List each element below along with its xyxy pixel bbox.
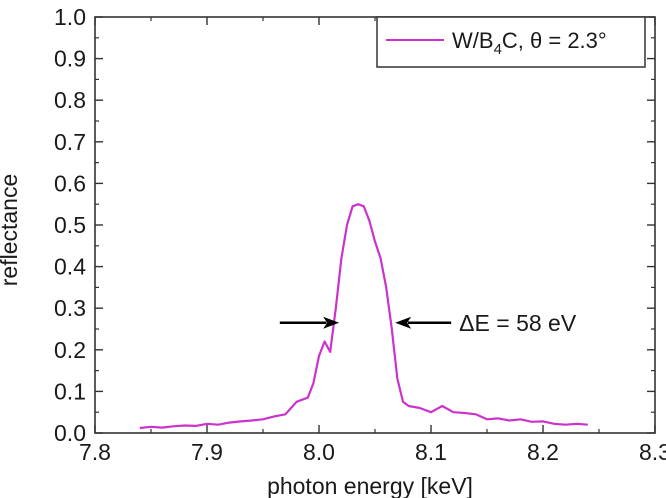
legend-label-rest: C, θ = 2.3°: [502, 28, 607, 53]
legend-label-subscript: 4: [494, 41, 502, 58]
y-tick-label: 0.1: [54, 378, 86, 404]
legend-label: W/B4C, θ = 2.3°: [452, 28, 607, 58]
right-arrow-head: [395, 316, 412, 329]
ticks: 7.8 7.9 8.0 8.1 8.2 8.3 0.0 0.1 0.2 0.3 0.4 0.5 0.6 0…: [54, 4, 666, 465]
legend-box: [376, 16, 646, 68]
x-tick-label: 8.3: [639, 439, 666, 465]
y-tick-label: 0.6: [54, 170, 86, 196]
y-tick-label: 0.3: [54, 295, 86, 321]
y-tick-label: 0.8: [54, 87, 86, 113]
legend: W/B4C, θ = 2.3°: [376, 16, 646, 68]
x-axis-title: photon energy [keV]: [267, 473, 473, 498]
y-axis-title: reflectance: [0, 174, 22, 287]
y-tick-label: 0.5: [54, 212, 86, 238]
fwhm-annotation: ΔE = 58 eV: [279, 310, 577, 336]
x-tick-label: 8.0: [303, 439, 335, 465]
x-tick-label: 8.2: [527, 439, 559, 465]
series-layer: [139, 203, 588, 430]
legend-label-main: W/B: [452, 28, 494, 53]
x-tick-label: 7.9: [191, 439, 223, 465]
axes: [94, 16, 656, 434]
x-tick-label: 7.8: [79, 439, 111, 465]
y-tick-label: 0.9: [54, 46, 86, 72]
y-tick-label: 0.2: [54, 337, 86, 363]
y-tick-label: 0.7: [54, 129, 86, 155]
y-tick-label: 0.4: [54, 254, 86, 280]
series-line: [139, 203, 588, 430]
y-tick-label: 1.0: [54, 4, 86, 30]
fwhm-label: ΔE = 58 eV: [459, 310, 577, 336]
left-arrow-head: [323, 316, 340, 329]
y-tick-label: 0.0: [54, 420, 86, 446]
plot-frame: [94, 16, 656, 434]
x-tick-label: 8.1: [415, 439, 447, 465]
